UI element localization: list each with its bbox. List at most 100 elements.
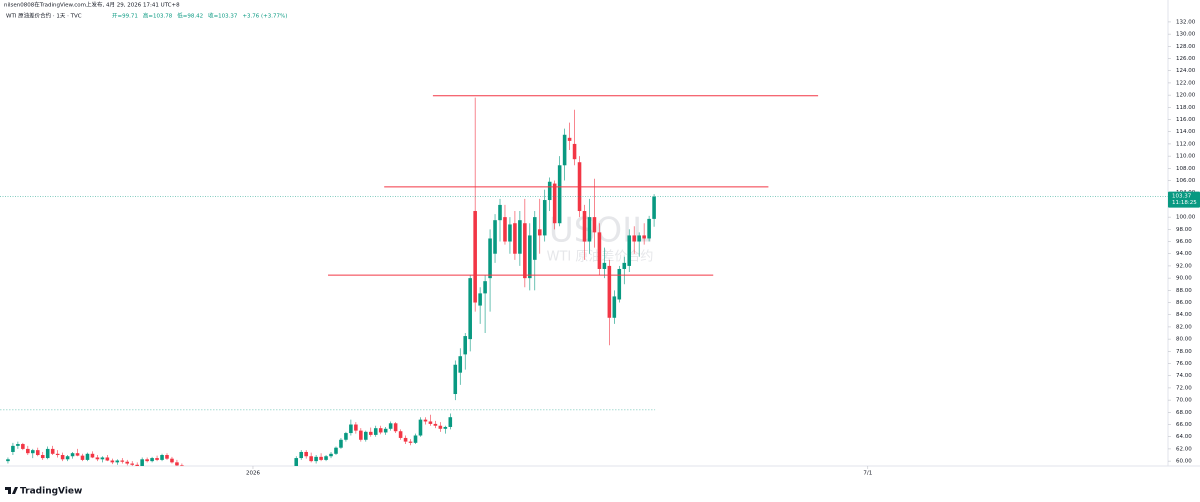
y-tick-label: 84.00 — [1176, 312, 1192, 318]
candle-body — [319, 456, 323, 460]
candle-body — [16, 444, 20, 446]
candle-body — [50, 448, 55, 454]
candle-body — [428, 421, 433, 424]
ohlc-value: 开=99.71 — [112, 13, 138, 20]
y-tick-label: 132.00 — [1176, 19, 1196, 25]
candle-body — [55, 453, 60, 456]
y-tick-label: 94.00 — [1176, 251, 1192, 257]
candle-body — [304, 451, 308, 457]
candle-body — [349, 424, 353, 434]
candle-body — [413, 435, 418, 443]
candle-body — [70, 453, 75, 457]
ohlc-value: +3.76 (+3.77%) — [242, 14, 287, 20]
y-tick-label: 114.00 — [1176, 129, 1196, 135]
y-tick-label: 66.00 — [1176, 422, 1192, 428]
ohlc-value: 收=103.37 — [208, 12, 238, 20]
candle-body — [85, 453, 90, 460]
y-tick-label: 62.00 — [1176, 446, 1192, 452]
candle-body — [503, 217, 507, 242]
candle-body — [334, 447, 338, 454]
candle-body — [95, 457, 100, 460]
candle-body — [518, 220, 522, 254]
candle-body — [383, 428, 388, 433]
candle-body — [175, 462, 179, 466]
y-tick-label: 112.00 — [1176, 141, 1196, 147]
candle-body — [26, 448, 30, 454]
y-tick-label: 108.00 — [1176, 166, 1196, 172]
brand-text: TradingView — [20, 487, 82, 497]
candle-body — [567, 137, 572, 141]
candle-body — [150, 458, 154, 462]
y-tick-label: 70.00 — [1176, 398, 1192, 404]
candle-body — [110, 460, 115, 463]
plot — [0, 95, 819, 466]
candle-body — [508, 224, 512, 242]
y-tick-label: 60.00 — [1176, 459, 1192, 465]
candle-body — [453, 364, 458, 395]
candle-body — [562, 134, 567, 166]
candle-body — [468, 278, 472, 340]
y-tick-label: 80.00 — [1176, 337, 1192, 343]
x-tick-label: 7/1 — [863, 471, 872, 477]
candle-body — [647, 218, 651, 239]
candle-body — [572, 143, 577, 160]
candle-body — [314, 456, 318, 462]
candle-body — [443, 426, 448, 429]
ohlc-value: 低=98.42 — [177, 12, 203, 20]
y-tick-label: 122.00 — [1176, 80, 1196, 86]
last-price-label: 103.37 — [1172, 194, 1192, 200]
y-tick-label: 68.00 — [1176, 410, 1192, 416]
candle-body — [552, 183, 557, 224]
publisher-line: nilsen0808在TradingView.com上发布, 4月 29, 20… — [4, 1, 180, 9]
symbol-line: WTI 原油差价合约 · 1天 · TVC — [6, 12, 82, 20]
candle-body — [458, 356, 463, 373]
candle-body — [607, 265, 612, 318]
candle-body — [488, 238, 492, 279]
candle-body — [373, 428, 378, 435]
candle-body — [75, 453, 80, 456]
candle-body — [438, 425, 443, 429]
y-tick-label: 120.00 — [1176, 93, 1196, 99]
candle-body — [125, 461, 130, 464]
candle-body — [493, 220, 497, 254]
candle-body — [339, 439, 343, 448]
candle-body — [160, 455, 164, 460]
y-tick-label: 96.00 — [1176, 239, 1192, 245]
candle-body — [642, 235, 646, 239]
candle-body — [632, 235, 636, 242]
countdown: 11:18:25 — [1172, 200, 1197, 206]
y-tick-label: 72.00 — [1176, 385, 1192, 391]
candle-body — [60, 455, 65, 460]
y-tick-label: 128.00 — [1176, 44, 1196, 50]
candle-body — [65, 456, 70, 460]
candle-body — [299, 451, 303, 459]
candle-body — [403, 437, 408, 442]
candle-body — [523, 223, 527, 279]
candle-body — [324, 456, 328, 460]
candle-body — [542, 200, 547, 236]
candle-body — [368, 431, 373, 435]
candle-body — [592, 217, 597, 233]
x-tick-label: 2026 — [246, 471, 260, 477]
candle-body — [637, 235, 641, 242]
y-tick-label: 90.00 — [1176, 276, 1192, 282]
candle-body — [170, 458, 174, 463]
candle-body — [537, 229, 542, 236]
y-tick-label: 100.00 — [1176, 215, 1196, 221]
candle-body — [11, 445, 15, 452]
candle-body — [309, 456, 313, 462]
candle-body — [483, 281, 487, 294]
y-tick-label: 118.00 — [1176, 105, 1196, 111]
candle-body — [622, 262, 627, 269]
candle-body — [21, 444, 25, 449]
candle-body — [145, 459, 149, 462]
y-tick-label: 78.00 — [1176, 349, 1192, 355]
candle-body — [115, 460, 120, 463]
candle-body — [130, 463, 134, 465]
candle-body — [423, 419, 428, 422]
y-tick-label: 130.00 — [1176, 32, 1196, 38]
candle-body — [105, 457, 110, 461]
brand: TradingView — [5, 487, 82, 497]
candle-body — [378, 428, 383, 433]
y-tick-label: 64.00 — [1176, 434, 1192, 440]
